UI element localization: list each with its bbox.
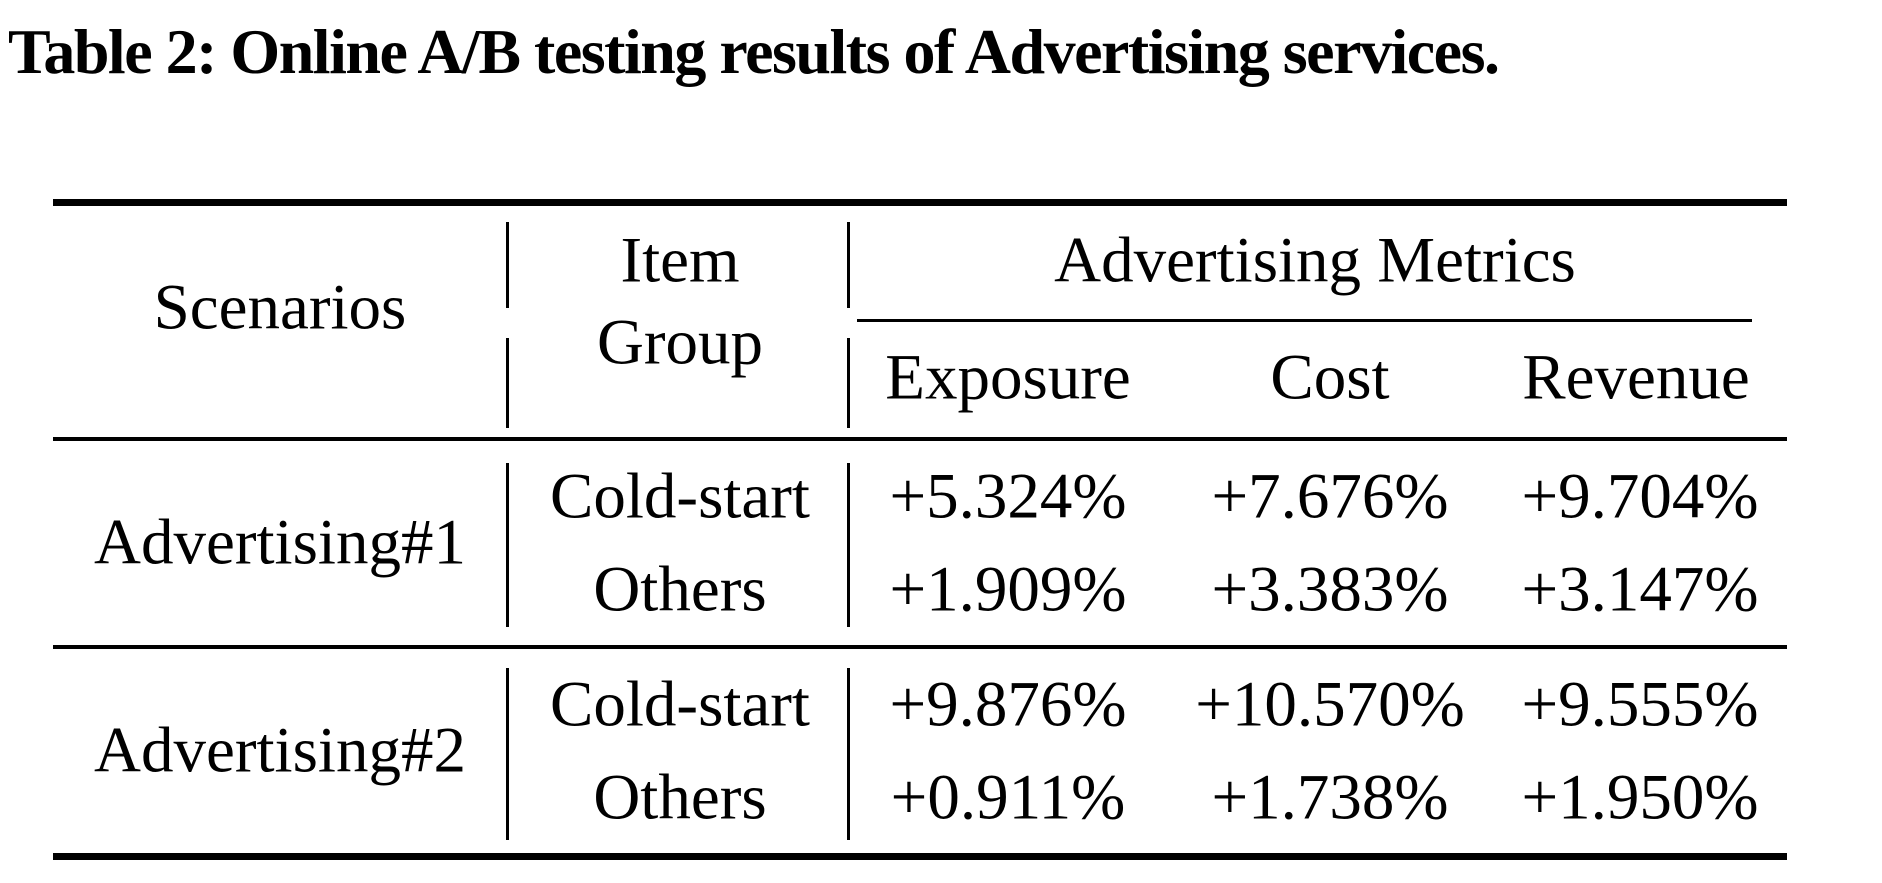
group-divider-rule	[53, 645, 1787, 649]
scenarios-column-rule-header-bottom	[506, 338, 509, 428]
header-advertising-metrics: Advertising Metrics	[1054, 224, 1576, 297]
g1-row2-revenue: +3.147%	[1521, 553, 1759, 626]
header-divider-rule	[53, 437, 1787, 441]
g1-row2-cost: +3.383%	[1211, 553, 1449, 626]
g2-row2-item-group: Others	[593, 761, 767, 834]
table-bottom-rule	[53, 853, 1787, 860]
scenario-label-1: Advertising#1	[94, 506, 466, 579]
table-caption: Table 2: Online A/B testing results of A…	[8, 16, 1500, 87]
header-cost: Cost	[1270, 341, 1390, 414]
g2-row1-exposure: +9.876%	[889, 668, 1127, 741]
g2-row2-cost: +1.738%	[1211, 761, 1449, 834]
g2-row1-cost: +10.570%	[1195, 668, 1465, 741]
scenario-label-2: Advertising#2	[94, 714, 466, 787]
metrics-underline-rule	[857, 319, 1752, 322]
scenarios-column-rule-group1	[506, 463, 509, 627]
g2-row2-revenue: +1.950%	[1521, 761, 1759, 834]
itemgroup-column-rule-header-top	[847, 222, 850, 308]
itemgroup-column-rule-group1	[847, 463, 850, 627]
g1-row1-exposure: +5.324%	[889, 460, 1127, 533]
table-top-rule	[53, 199, 1787, 206]
scenarios-column-rule-group2	[506, 668, 509, 840]
g1-row2-exposure: +1.909%	[889, 553, 1127, 626]
g1-row2-item-group: Others	[593, 553, 767, 626]
header-scenarios: Scenarios	[153, 271, 407, 344]
header-item-group-line2: Group	[596, 306, 764, 379]
header-revenue: Revenue	[1522, 341, 1750, 414]
g2-row2-exposure: +0.911%	[890, 761, 1126, 834]
header-exposure: Exposure	[885, 341, 1131, 414]
header-item-group-line1: Item	[620, 224, 740, 297]
itemgroup-column-rule-header-bottom	[847, 338, 850, 428]
g1-row1-revenue: +9.704%	[1521, 460, 1759, 533]
g1-row1-item-group: Cold-start	[550, 460, 810, 533]
scenarios-column-rule-header-top	[506, 222, 509, 308]
g2-row1-item-group: Cold-start	[550, 668, 810, 741]
itemgroup-column-rule-group2	[847, 668, 850, 840]
g1-row1-cost: +7.676%	[1211, 460, 1449, 533]
g2-row1-revenue: +9.555%	[1521, 668, 1759, 741]
